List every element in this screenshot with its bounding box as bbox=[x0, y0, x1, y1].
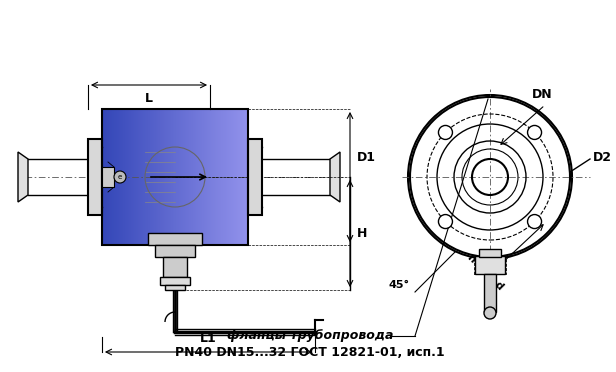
Bar bbox=[474, 256, 506, 274]
Bar bbox=[475, 256, 505, 274]
Text: n отв. d: n отв. d bbox=[465, 252, 505, 292]
Text: D2: D2 bbox=[593, 151, 612, 164]
Text: фланцы трубопровода: фланцы трубопровода bbox=[227, 330, 393, 343]
Circle shape bbox=[484, 307, 496, 319]
Text: H: H bbox=[357, 227, 367, 240]
Bar bbox=[479, 249, 501, 257]
Bar bbox=[102, 167, 114, 187]
Bar bbox=[160, 277, 190, 285]
Circle shape bbox=[408, 95, 572, 259]
Text: L1: L1 bbox=[200, 332, 217, 345]
Text: D1: D1 bbox=[357, 151, 376, 164]
Circle shape bbox=[527, 215, 541, 228]
Bar bbox=[248, 139, 262, 215]
Polygon shape bbox=[18, 152, 28, 202]
Bar bbox=[163, 257, 187, 277]
Text: e: e bbox=[118, 174, 122, 180]
Bar bbox=[484, 274, 496, 312]
Polygon shape bbox=[330, 152, 340, 202]
Bar bbox=[155, 245, 195, 257]
Circle shape bbox=[114, 171, 126, 183]
Text: DN: DN bbox=[532, 88, 553, 101]
Circle shape bbox=[439, 125, 453, 140]
Circle shape bbox=[439, 215, 453, 228]
Circle shape bbox=[527, 125, 541, 140]
Text: PN40 DN15...32 ГОСТ 12821-01, исп.1: PN40 DN15...32 ГОСТ 12821-01, исп.1 bbox=[175, 346, 445, 359]
Bar bbox=[148, 233, 202, 245]
Bar bbox=[88, 139, 102, 215]
Text: 45°: 45° bbox=[389, 280, 410, 290]
Text: L: L bbox=[145, 92, 153, 105]
Bar bbox=[102, 109, 248, 245]
Bar bbox=[165, 285, 185, 290]
